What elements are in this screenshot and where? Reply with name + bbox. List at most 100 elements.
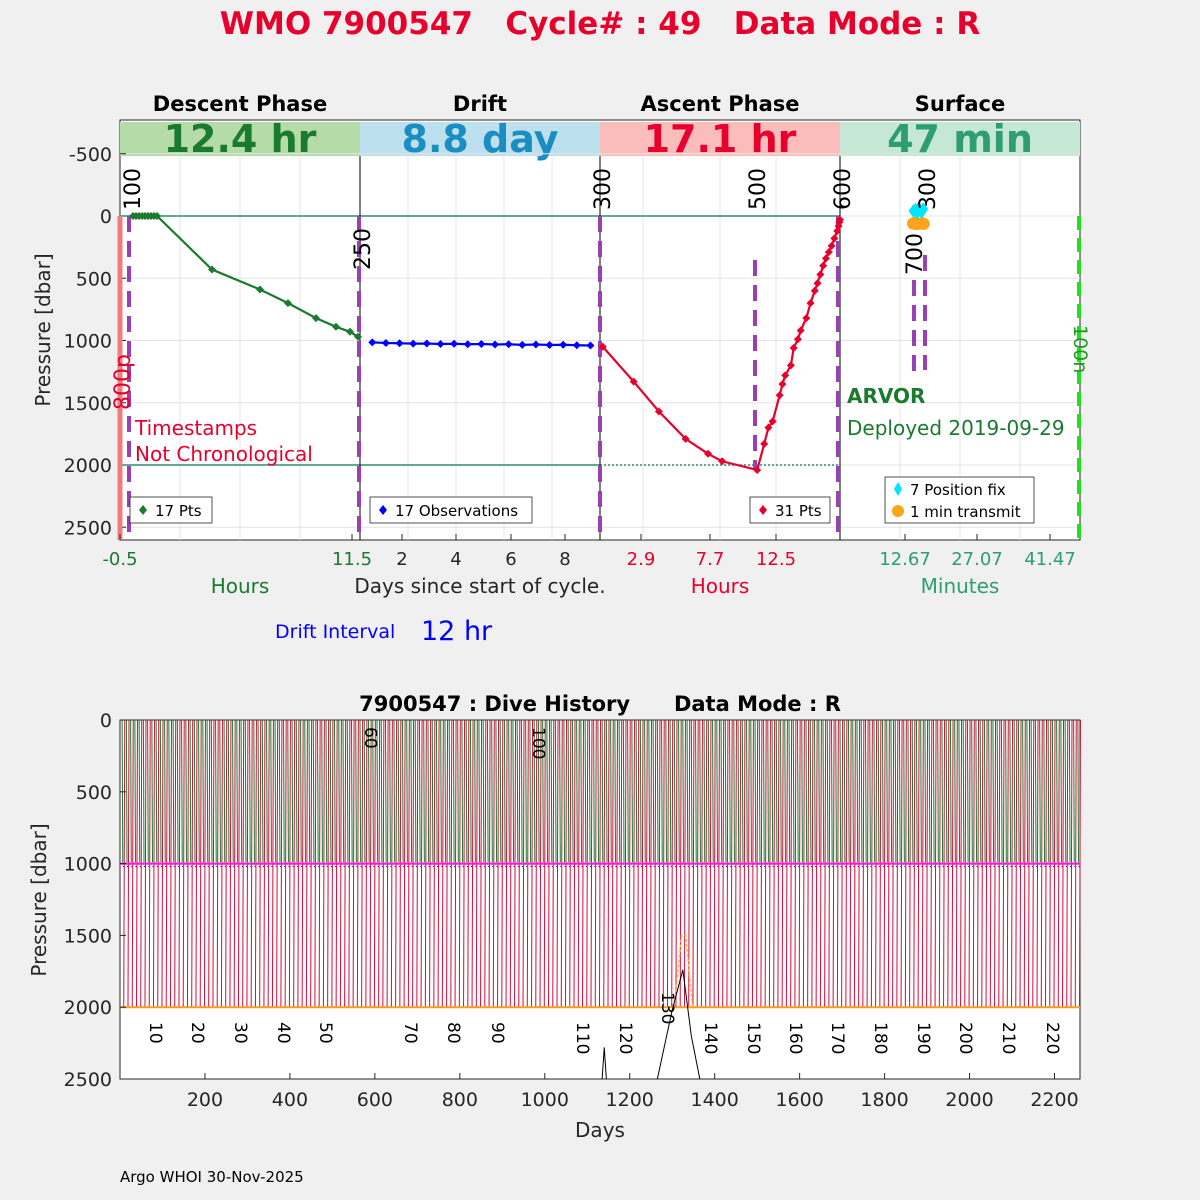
top-x-tick-label: 4 — [450, 549, 461, 570]
top-y-tick-label: 1500 — [64, 393, 112, 415]
top-x-tick-label: 7.7 — [696, 549, 725, 570]
descent-heading: Descent Phase — [153, 92, 327, 116]
history-descent-line — [665, 719, 667, 863]
cycle-label: 60 — [360, 727, 380, 749]
history-descent-line — [839, 719, 842, 863]
ascent-heading: Ascent Phase — [641, 92, 800, 116]
ascent-duration: 17.1 hr — [644, 117, 797, 161]
surface-series — [907, 201, 930, 231]
label-250: 250 — [351, 228, 376, 270]
history-descent-line — [678, 719, 680, 863]
history-descent-line — [384, 719, 387, 863]
top-y-tick-label: 2000 — [64, 455, 112, 477]
data-point — [819, 261, 828, 270]
history-descent-line — [274, 719, 277, 863]
cycle-label: 170 — [827, 1022, 847, 1054]
history-descent-line — [329, 719, 332, 863]
history-y-tick-label: 2500 — [64, 1069, 112, 1091]
history-descent-line — [941, 719, 944, 863]
history-trajectory-line — [656, 969, 701, 1080]
descent-legend-label: 17 Pts — [155, 502, 202, 520]
cycle-label: 130 — [657, 992, 677, 1024]
history-descent-line — [151, 719, 153, 863]
history-descent-line — [915, 719, 918, 863]
history-x-tick-label: 1200 — [606, 1089, 654, 1111]
history-descent-line — [317, 719, 319, 863]
cycle-label: 30 — [230, 1022, 250, 1044]
history-descent-line — [605, 719, 608, 863]
history-descent-line — [580, 719, 583, 863]
history-descent-line — [338, 719, 340, 863]
history-descent-line — [1034, 719, 1037, 863]
history-descent-line — [287, 719, 289, 863]
history-descent-line — [283, 719, 285, 863]
label-300: 300 — [591, 168, 616, 210]
data-point — [381, 338, 390, 347]
history-y-tick-label: 1500 — [64, 925, 112, 947]
history-descent-line — [797, 719, 799, 863]
history-descent-line — [537, 719, 540, 863]
history-descent-line — [236, 719, 238, 863]
history-descent-line — [639, 719, 642, 863]
history-descent-line — [1043, 719, 1046, 863]
history-descent-line — [542, 719, 544, 863]
top-y-tick-label: 2500 — [64, 517, 112, 539]
history-descent-line — [618, 719, 621, 863]
cycle-label: 110 — [572, 1022, 592, 1054]
cycle-label: 150 — [743, 1022, 763, 1054]
data-point — [586, 341, 595, 350]
data-point — [559, 340, 568, 349]
history-descent-line — [376, 719, 379, 863]
history-descent-line — [469, 719, 472, 863]
history-descent-line — [1005, 719, 1007, 863]
history-descent-line — [232, 719, 234, 863]
history-descent-line — [1017, 719, 1020, 863]
cycle-label: 140 — [700, 1022, 720, 1054]
history-descent-line — [1009, 719, 1012, 863]
history-descent-line — [890, 719, 893, 863]
drift-legend: 17 Observations — [369, 496, 533, 524]
history-descent-line — [801, 719, 803, 863]
history-descent-line — [992, 719, 995, 863]
history-descent-line — [125, 719, 128, 863]
history-descent-line — [427, 719, 430, 863]
history-descent-line — [393, 719, 396, 863]
cycle-label: 90 — [487, 1022, 507, 1044]
history-descent-line — [661, 719, 663, 863]
drift-interval-label: Drift Interval — [275, 621, 395, 643]
history-descent-line — [346, 719, 349, 863]
cycle-label: 120 — [615, 1022, 635, 1054]
data-point — [312, 314, 320, 323]
history-descent-line — [312, 719, 315, 863]
cycle-label: 100 — [528, 727, 548, 759]
history-descent-line — [928, 719, 931, 863]
history-descent-line — [249, 719, 251, 863]
history-descent-line — [1068, 719, 1071, 863]
history-descent-line — [410, 719, 413, 863]
data-point — [718, 457, 727, 466]
history-anomaly-line — [673, 934, 694, 1008]
data-point — [824, 248, 833, 257]
history-descent-line — [690, 719, 693, 863]
history-descent-line — [295, 719, 298, 863]
history-descent-line — [478, 719, 481, 863]
drift-series — [368, 338, 595, 350]
data-point — [764, 423, 773, 432]
data-point — [572, 341, 581, 350]
history-descent-line — [682, 719, 684, 863]
history-descent-line — [219, 719, 221, 863]
history-x-tick-label: 1600 — [775, 1089, 823, 1111]
history-descent-line — [873, 719, 876, 863]
history-descent-line — [168, 719, 170, 863]
footer-credit: Argo WHOI 30-Nov-2025 — [120, 1168, 304, 1186]
top-x-ticks: -0.5 11.5 2 4 6 8 2.9 7.7 12.5 12.67 27.07 41.47 — [102, 534, 1076, 570]
top-x-tick-label: 12.67 — [879, 549, 931, 570]
history-descent-line — [703, 719, 706, 863]
top-y-tick-label: 1000 — [64, 331, 112, 353]
ascent-x-label: Hours — [691, 574, 750, 598]
data-point — [775, 391, 784, 400]
history-descent-line — [822, 719, 825, 863]
cycle-label: 10 — [145, 1022, 165, 1044]
data-point — [796, 326, 805, 335]
history-descent-line — [881, 719, 884, 863]
